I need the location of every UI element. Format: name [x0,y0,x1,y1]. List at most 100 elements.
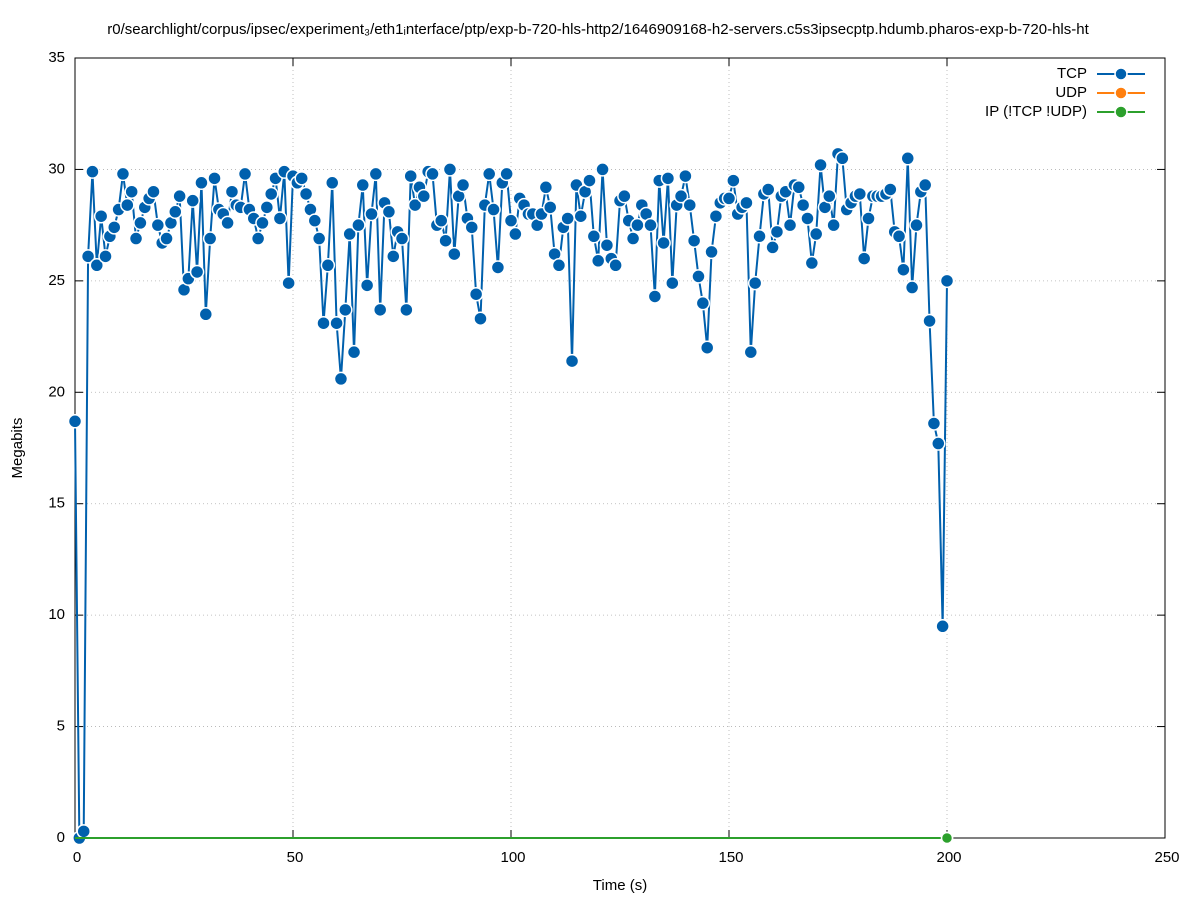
data-point [704,244,719,260]
data-point [682,197,698,213]
data-point [904,280,920,295]
data-point [486,202,501,217]
data-point [346,344,362,360]
legend-marker [1114,67,1128,81]
legend-label: UDP [1055,84,1087,101]
y-tick-label: 25 [48,272,65,289]
data-point [909,217,924,233]
data-point [538,180,554,195]
data-point [311,231,327,246]
data-point [586,229,602,244]
data-point [900,151,916,166]
data-point [172,188,187,204]
data-point [438,233,453,248]
data-point [630,217,645,233]
data-point [795,197,811,213]
data-point [481,166,497,182]
data-point [425,166,440,182]
data-point [643,217,658,233]
x-tick-label: 150 [718,849,743,866]
data-point [250,231,266,246]
data-point [294,171,309,186]
data-point [599,237,615,253]
data-point [403,168,418,184]
data-point [133,215,148,231]
data-point [861,211,876,226]
data-point [98,249,113,264]
data-point [782,217,798,233]
data-point [935,619,950,634]
data-point [564,353,580,369]
data-point [202,231,218,246]
data-point [67,414,83,429]
data-point [237,166,253,182]
data-point [185,193,200,208]
data-point [503,213,519,228]
data-point [573,208,589,224]
data-point [590,253,606,269]
data-point [316,315,331,331]
data-point [93,208,109,224]
data-point [324,175,340,191]
data-point [342,226,357,242]
data-point [808,226,824,242]
data-point [608,258,623,273]
data-point [259,200,275,215]
data-point [320,258,336,273]
data-point [224,184,240,199]
data-point [333,371,349,387]
legend-label: IP (!TCP !UDP) [985,103,1087,120]
x-tick-label: 50 [287,849,304,866]
data-point [255,215,270,231]
data-point [542,200,558,215]
x-tick-label: 250 [1154,849,1179,866]
data-point [891,229,907,244]
data-point [856,251,872,266]
data-point [168,204,183,220]
data-point [416,188,432,204]
data-point [765,240,780,255]
data-point [351,217,366,233]
data-point [455,177,471,193]
data-point [582,173,597,188]
data-point [826,217,841,233]
data-point [359,278,375,293]
data-point [721,191,737,206]
data-point [355,177,371,193]
data-point [822,188,837,204]
data-point [665,275,680,291]
data-point [372,302,388,318]
x-axis-label: Time (s) [593,877,647,894]
x-tick-label: 0 [73,849,81,866]
data-point [752,229,767,244]
data-point [407,197,423,213]
data-point [394,231,410,246]
data-point [691,269,706,284]
data-point [739,195,754,211]
data-point [917,177,933,193]
data-point [940,831,954,845]
y-tick-label: 35 [48,49,65,66]
data-point [298,186,314,202]
data-point [128,231,144,246]
data-point [673,188,689,204]
y-axis-label: Megabits [9,418,26,479]
data-point [660,171,676,186]
data-point [263,186,279,202]
data-point [747,275,763,291]
series-line [74,151,948,842]
data-point [617,188,632,204]
data-point [800,211,815,226]
data-point [595,162,610,177]
data-point [708,208,724,224]
data-point [89,258,105,273]
y-tick-label: 10 [48,606,65,623]
data-point [399,302,414,318]
data-point [896,262,911,277]
data-point [695,295,711,311]
legend-marker [1114,105,1128,119]
data-point [490,260,506,275]
data-point [656,235,671,251]
data-point [194,175,209,191]
